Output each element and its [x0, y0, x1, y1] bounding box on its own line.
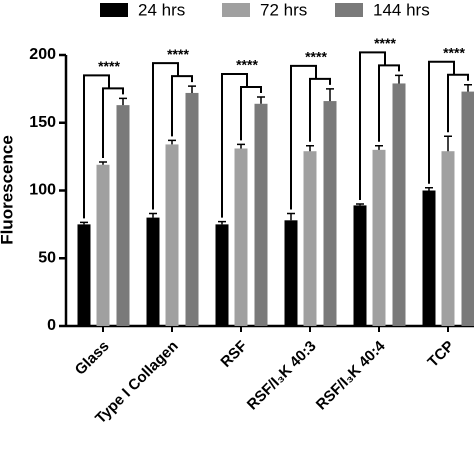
error-bar: [306, 145, 314, 152]
bar: [353, 205, 367, 326]
bracket: [309, 77, 331, 142]
bar: [372, 149, 386, 326]
error-bar: [356, 203, 364, 206]
significance: ****: [374, 35, 396, 51]
bracket: [428, 60, 455, 184]
legend-swatch: [100, 3, 128, 17]
bar: [254, 103, 268, 326]
error-bar: [375, 145, 383, 150]
bracket: [378, 64, 400, 142]
error-bar: [287, 212, 295, 221]
legend-label: 144 hrs: [373, 0, 430, 19]
bar: [392, 83, 406, 326]
legend-swatch: [222, 3, 250, 17]
error-bar: [326, 88, 334, 102]
error-bar: [149, 212, 157, 218]
significance: ****: [98, 58, 120, 74]
bracket: [221, 73, 248, 218]
y-tick-label: 50: [38, 249, 56, 266]
significance: ****: [167, 46, 189, 62]
error-bar: [425, 187, 433, 191]
bracket: [359, 51, 386, 201]
bracket: [290, 64, 317, 210]
bar: [461, 91, 474, 327]
y-tick-label: 200: [29, 46, 56, 63]
error-bar: [444, 135, 452, 152]
bar: [284, 220, 298, 326]
error-bar: [99, 161, 107, 165]
y-tick-label: 100: [29, 182, 56, 199]
bracket: [447, 73, 469, 133]
significance: ****: [305, 49, 327, 65]
x-tick-label: RSF: [217, 338, 250, 371]
significance: ****: [236, 57, 258, 73]
x-tick-label: RSF/I₃K 40:4: [313, 337, 389, 413]
bar: [116, 105, 130, 326]
error-bar: [119, 97, 127, 106]
bar: [215, 224, 229, 326]
bar: [96, 164, 110, 326]
bar: [303, 151, 317, 326]
bar: [165, 144, 179, 326]
bar: [323, 101, 337, 326]
bracket: [102, 87, 124, 159]
error-bar: [188, 85, 196, 93]
x-tick-label: TCP: [424, 338, 457, 371]
bar: [422, 190, 436, 326]
bracket: [240, 86, 262, 141]
error-bar: [80, 221, 88, 225]
error-bar: [218, 220, 226, 225]
y-tick-label: 150: [29, 114, 56, 131]
error-bar: [395, 74, 403, 84]
x-tick-label: RSF/I₃K 40:3: [244, 338, 320, 414]
error-bar: [257, 96, 265, 104]
x-tick-label: Glass: [72, 338, 113, 379]
bracket: [83, 74, 110, 219]
bracket: [152, 62, 179, 210]
error-bar: [168, 139, 176, 145]
bar: [234, 148, 248, 326]
error-bar: [237, 143, 245, 149]
y-axis-label: Fluorescence: [0, 135, 16, 245]
bar: [77, 224, 91, 326]
bar: [185, 92, 199, 326]
legend-swatch: [335, 3, 363, 17]
bar: [441, 151, 455, 326]
legend-label: 24 hrs: [138, 0, 185, 19]
bracket: [171, 75, 193, 137]
error-bar: [464, 84, 472, 92]
legend-label: 72 hrs: [260, 0, 307, 19]
significance: ****: [443, 45, 465, 61]
bar: [146, 217, 160, 326]
y-tick-label: 0: [47, 317, 56, 334]
